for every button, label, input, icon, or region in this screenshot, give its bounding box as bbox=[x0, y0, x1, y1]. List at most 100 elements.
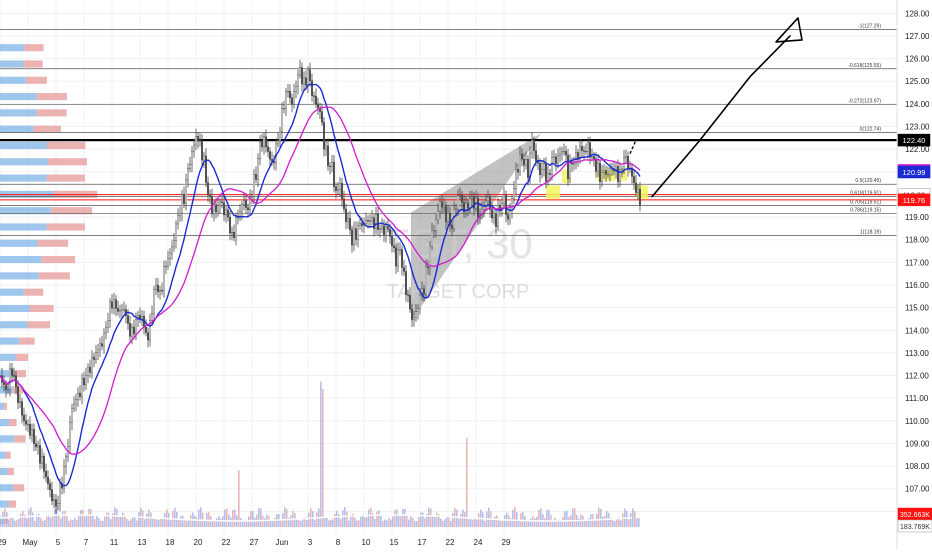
x-tick-label: 13 bbox=[138, 538, 147, 547]
volume-bar bbox=[632, 508, 634, 527]
volume-bar bbox=[244, 519, 246, 527]
volume-bar bbox=[508, 515, 510, 527]
candle-body bbox=[609, 168, 612, 175]
volume-bar bbox=[612, 520, 614, 527]
y-tick-label: 123.00 bbox=[905, 123, 930, 132]
candle-body bbox=[90, 356, 93, 373]
volume-bar bbox=[410, 516, 412, 527]
candle-body bbox=[335, 186, 338, 191]
volume-bar bbox=[472, 519, 474, 527]
volume-bar bbox=[484, 520, 486, 527]
volume-bar bbox=[414, 520, 416, 527]
volume-bar bbox=[90, 509, 92, 527]
volume-bar bbox=[84, 516, 86, 527]
candle-body bbox=[449, 212, 452, 226]
volume-bar bbox=[160, 518, 162, 527]
profile-bar-down bbox=[47, 158, 87, 166]
volume-bar bbox=[250, 511, 252, 527]
candle-body bbox=[333, 161, 336, 187]
candle-body bbox=[447, 212, 450, 222]
candle-body bbox=[76, 392, 79, 400]
volume-bar bbox=[470, 519, 472, 527]
volume-bar bbox=[536, 516, 538, 527]
volume-bar bbox=[548, 509, 550, 527]
candle-body bbox=[361, 223, 364, 226]
profile-bar-down bbox=[46, 141, 86, 150]
candle-body bbox=[144, 327, 147, 333]
volume-bar bbox=[28, 509, 30, 527]
candle-body bbox=[45, 471, 48, 478]
volume-bar bbox=[424, 518, 426, 527]
volume-bar bbox=[128, 520, 130, 527]
volume-bar bbox=[22, 510, 24, 527]
candle-body bbox=[513, 188, 516, 200]
volume-bar bbox=[358, 520, 360, 527]
volume-bar bbox=[388, 517, 390, 527]
volume-bar bbox=[586, 520, 588, 527]
candle-body bbox=[477, 197, 480, 218]
volume-bar bbox=[162, 519, 164, 527]
volume-bar bbox=[432, 516, 434, 527]
volume-bar bbox=[94, 519, 96, 527]
volume-bar bbox=[48, 514, 50, 527]
candle-body bbox=[84, 374, 87, 386]
volume-bar bbox=[416, 520, 418, 527]
candle-body bbox=[74, 399, 77, 405]
candle-body bbox=[204, 155, 207, 183]
volume-bar bbox=[560, 520, 562, 527]
watermark-symbol: TGT, 30 bbox=[383, 220, 532, 267]
volume-bar bbox=[220, 518, 222, 527]
volume-bar bbox=[444, 519, 446, 527]
candle-body bbox=[535, 150, 538, 162]
fib-levels: -1(127.29) -0.618(125.55) -0.272(123.97) 0(… bbox=[0, 23, 897, 236]
volume-bar bbox=[354, 517, 356, 527]
volume-bar bbox=[156, 519, 158, 527]
candle-body bbox=[461, 194, 464, 203]
volume-bar bbox=[86, 515, 88, 527]
volume-bar bbox=[530, 518, 532, 527]
volume-bar bbox=[144, 519, 146, 527]
x-tick-label: 10 bbox=[362, 538, 371, 547]
fib-label: 1(118.19) bbox=[860, 229, 881, 235]
candle-body bbox=[469, 198, 472, 209]
volume-bar bbox=[518, 520, 520, 527]
candle-body bbox=[244, 200, 247, 208]
volume-bar bbox=[272, 520, 274, 527]
fib-label: -0.618(125.55) bbox=[848, 63, 881, 69]
candle-body bbox=[557, 155, 560, 164]
volume-bar bbox=[346, 511, 348, 527]
candle-body bbox=[228, 216, 231, 234]
profile-bar-down bbox=[15, 353, 29, 361]
volume-bar bbox=[76, 519, 78, 527]
candle-body bbox=[431, 230, 434, 247]
volume-bar bbox=[304, 517, 306, 527]
volume-bar bbox=[326, 517, 328, 527]
volume-bar bbox=[240, 517, 242, 527]
candle-body bbox=[234, 217, 237, 238]
candle-body bbox=[601, 172, 604, 182]
candle-body bbox=[581, 146, 584, 151]
candle-body bbox=[180, 194, 183, 214]
candle-body bbox=[349, 218, 352, 230]
volume-badge-label: 183.769K bbox=[900, 524, 930, 531]
volume-bar bbox=[158, 519, 160, 527]
candle-body bbox=[202, 155, 205, 161]
candle-body bbox=[471, 196, 474, 199]
fib-label: 0.5(120.45) bbox=[855, 178, 881, 184]
candle-body bbox=[503, 194, 506, 204]
x-tick-label: 29 bbox=[0, 538, 7, 547]
key-levels bbox=[0, 138, 897, 201]
candle-body bbox=[285, 91, 288, 109]
candle-body bbox=[309, 69, 312, 82]
candle-body bbox=[263, 136, 266, 148]
volume-bar bbox=[378, 510, 380, 527]
volume-bar bbox=[106, 512, 108, 527]
volume-bar bbox=[34, 520, 36, 527]
candle-body bbox=[218, 201, 221, 206]
volume-bar bbox=[554, 517, 556, 527]
y-tick-label: 114.00 bbox=[905, 326, 929, 335]
volume-bar bbox=[608, 512, 610, 527]
volume-bar bbox=[588, 518, 590, 527]
volume-bar bbox=[616, 518, 618, 527]
